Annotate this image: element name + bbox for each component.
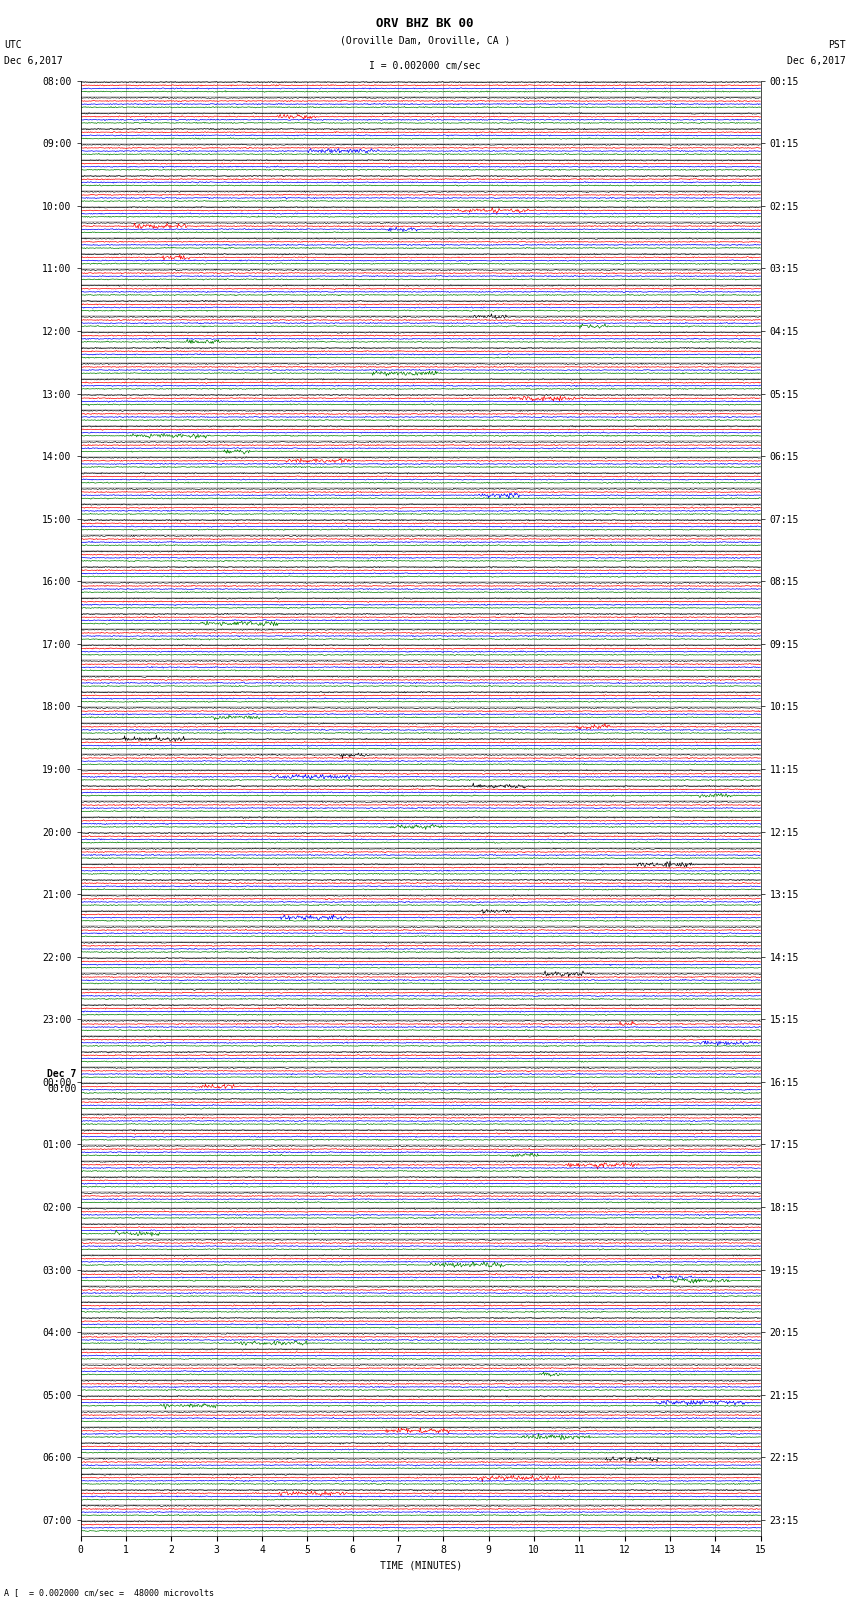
Text: PST: PST xyxy=(828,40,846,50)
X-axis label: TIME (MINUTES): TIME (MINUTES) xyxy=(380,1561,462,1571)
Text: Dec 7: Dec 7 xyxy=(47,1069,76,1079)
Text: UTC: UTC xyxy=(4,40,22,50)
Text: Dec 6,2017: Dec 6,2017 xyxy=(787,56,846,66)
Text: A [  = 0.002000 cm/sec =  48000 microvolts: A [ = 0.002000 cm/sec = 48000 microvolts xyxy=(4,1587,214,1597)
Text: Dec 6,2017: Dec 6,2017 xyxy=(4,56,63,66)
Text: (Oroville Dam, Oroville, CA ): (Oroville Dam, Oroville, CA ) xyxy=(340,35,510,45)
Text: I = 0.002000 cm/sec: I = 0.002000 cm/sec xyxy=(369,61,481,71)
Text: 00:00: 00:00 xyxy=(47,1084,76,1094)
Text: ORV BHZ BK 00: ORV BHZ BK 00 xyxy=(377,16,473,31)
